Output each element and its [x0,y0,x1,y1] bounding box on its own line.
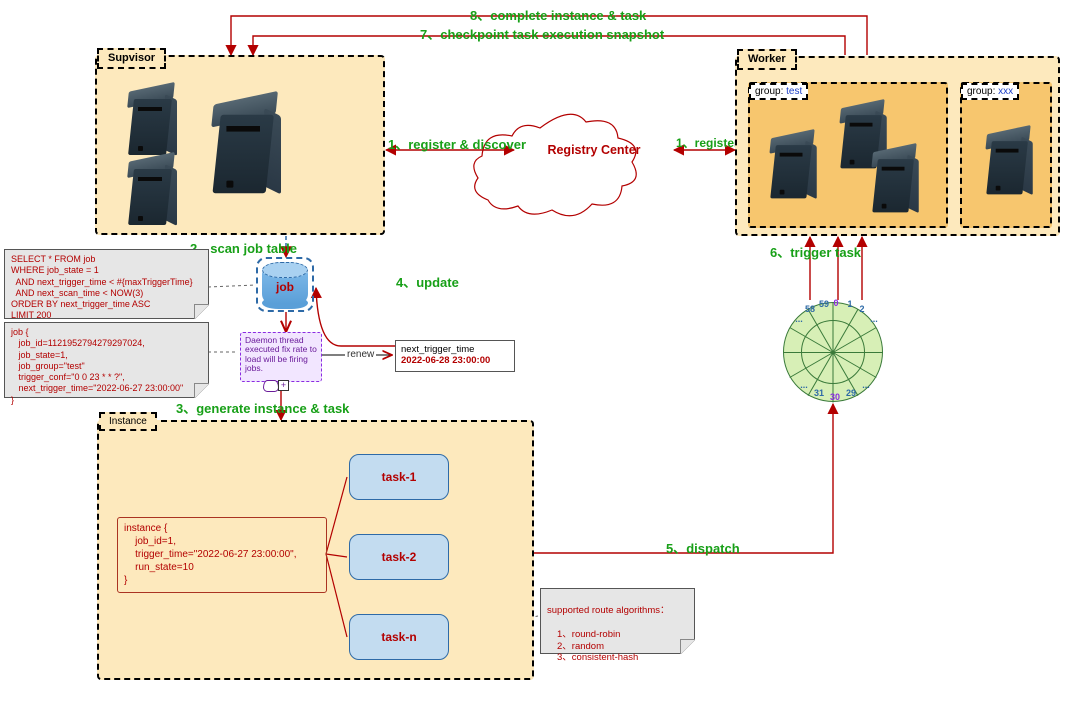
task-box: task-2 [349,534,449,580]
step-7: 7、checkpoint task execution snapshot [420,24,664,43]
route-note: supported route algorithms： 1、round-robi… [540,588,695,654]
renew-label: renew [345,349,376,360]
instance-object: instance { job_id=1, trigger_time="2022-… [117,517,327,593]
time-wheel: 58 59 0 1 2 ... ... 31 30 29 ... ... [783,302,883,402]
server-icon [869,148,920,215]
wheel-dots: ... [865,314,883,324]
jobobj-note: job { job_id=1121952794279297024, job_st… [4,322,209,398]
worker-tab: Worker [737,49,797,70]
route-r3: 3、consistent-hash [547,652,688,664]
route-header: supported route algorithms： [547,605,670,616]
route-r2: 2、random [547,641,688,653]
step-8: 8、complete instance & task [470,5,646,24]
diagram-canvas: { "colors": { "green": "#18a018", "red":… [0,0,1080,716]
step-3: 3、generate instance & task [176,398,349,417]
server-icon [208,98,284,196]
task-box: task-n [349,614,449,660]
wheel-dots: ... [857,380,875,390]
ntt-label: next_trigger_time [401,344,474,355]
job-cylinder-label: job [262,280,308,294]
worker-group-a: group: test [748,82,948,228]
server-icon [125,87,179,157]
instance-tab: Instance [99,412,157,431]
worker-container: Worker group: test group: xxx [735,56,1060,236]
sql-note: SELECT * FROM job WHERE job_state = 1 AN… [4,249,209,319]
instance-container: Instance instance { job_id=1, trigger_ti… [97,420,534,680]
step-6: 6、trigger task [770,242,861,261]
server-icon [767,134,818,201]
worker-group-b: group: xxx [960,82,1052,228]
job-cylinder: job [262,262,308,304]
daemon-text: Daemon thread executed fix rate to load … [245,335,317,373]
server-icon [983,130,1034,197]
step-5: 5、dispatch [666,538,740,557]
daemon-box: Daemon thread executed fix rate to load … [240,332,322,382]
step-1a: 1、register & discover [388,134,526,153]
registry-center-label: Registry Center [532,143,656,157]
task-box: task-1 [349,454,449,500]
supervisor-container: Supvisor [95,55,385,235]
group-a-label: group: test [749,83,808,100]
route-r1: 1、round-robin [547,629,688,641]
wheel-dots: ... [795,380,813,390]
supervisor-tab: Supvisor [97,48,166,69]
wheel-num: 2 [853,304,871,314]
wheel-dots: ... [790,314,808,324]
group-b-label: group: xxx [961,83,1019,100]
next-trigger-time-box: next_trigger_time 2022-06-28 23:00:00 [395,340,515,372]
ntt-value: 2022-06-28 23:00:00 [401,355,490,366]
step-4: 4、update [396,272,459,291]
server-icon [125,157,179,227]
